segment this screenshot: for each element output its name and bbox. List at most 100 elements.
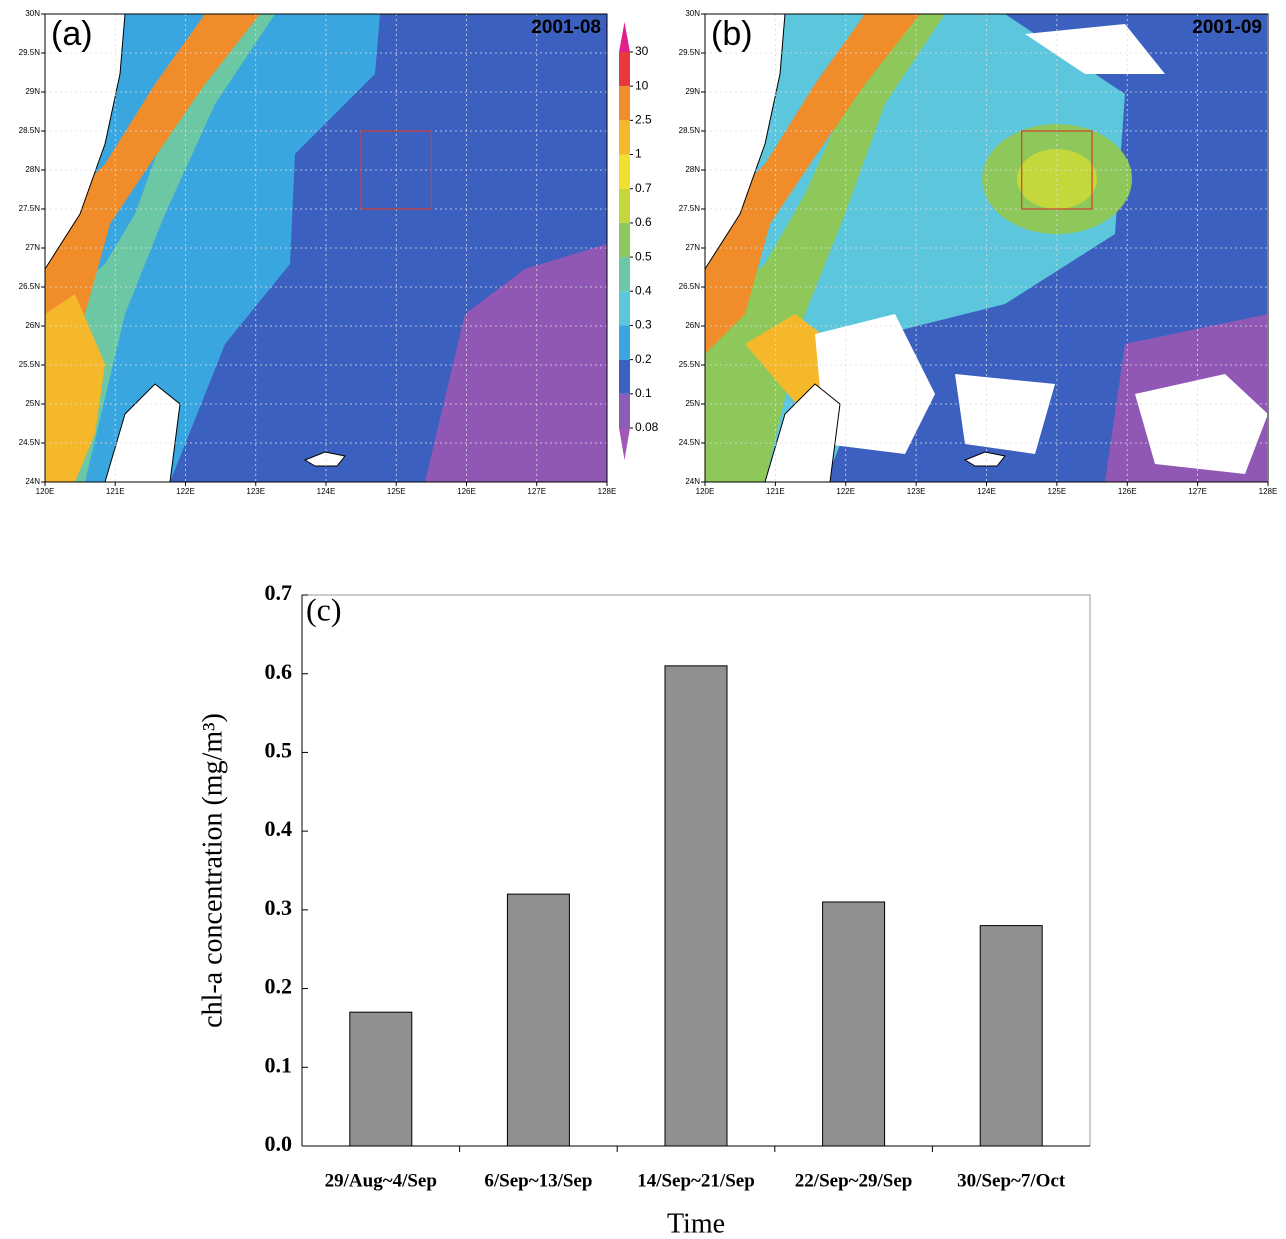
x-tick-label: 127E xyxy=(1188,487,1207,496)
y-tick-label: 26N xyxy=(685,321,700,330)
y-tick-label: 0.4 xyxy=(265,816,293,841)
colorbar-label: 0.6 xyxy=(635,215,652,229)
y-tick-label: 27.5N xyxy=(19,204,41,213)
y-tick-label: 24N xyxy=(25,477,40,486)
colorbar-label: 2.5 xyxy=(635,113,652,127)
y-tick-label: 25.5N xyxy=(679,360,701,369)
bar xyxy=(822,901,886,1147)
x-tick-label: 125E xyxy=(1048,487,1067,496)
y-tick-label: 0.5 xyxy=(265,737,293,762)
x-tick-label: 128E xyxy=(1259,487,1278,496)
colorbar-segment xyxy=(619,359,630,394)
map-decor xyxy=(45,294,105,482)
y-tick-label: 26.5N xyxy=(19,282,41,291)
y-tick-label: 27.5N xyxy=(679,204,701,213)
colorbar-label: 0.4 xyxy=(635,283,652,297)
x-tick-label: 123E xyxy=(907,487,926,496)
x-axis-label: Time xyxy=(667,1208,725,1239)
x-tick-label: 22/Sep~29/Sep xyxy=(795,1170,913,1191)
y-tick-label: 30N xyxy=(25,9,40,18)
colorbar-segment xyxy=(619,52,630,87)
bar xyxy=(349,1011,413,1147)
x-tick-label: 120E xyxy=(696,487,715,496)
panel-label: (c) xyxy=(306,591,342,627)
map-decor xyxy=(45,14,126,270)
map-decor xyxy=(815,314,935,454)
x-tick-label: 120E xyxy=(36,487,55,496)
colorbar-label: 10 xyxy=(635,78,649,92)
colorbar-label: 0.7 xyxy=(635,181,652,195)
x-tick-label: 122E xyxy=(176,487,195,496)
colorbar-segment xyxy=(619,291,630,326)
date-label: 2001-09 xyxy=(1192,17,1262,38)
y-tick-label: 0.1 xyxy=(265,1052,293,1077)
x-tick-label: 125E xyxy=(387,487,406,496)
colorbar-segment xyxy=(619,154,630,189)
colorbar-segment xyxy=(619,222,630,258)
bar xyxy=(506,893,570,1147)
y-tick-label: 0.6 xyxy=(265,659,293,684)
colorbar-segment xyxy=(619,120,630,155)
y-tick-label: 29N xyxy=(25,87,40,96)
map-frame xyxy=(704,13,1269,483)
y-tick-label: 30N xyxy=(685,9,700,18)
colorbar-label: 0.3 xyxy=(635,318,652,332)
map-decor xyxy=(705,14,786,270)
y-tick-label: 24.5N xyxy=(19,438,41,447)
panel-label: (b) xyxy=(711,15,753,53)
y-tick-label: 24N xyxy=(685,477,700,486)
colorbar-segment xyxy=(619,393,630,428)
map-decor xyxy=(1025,24,1165,74)
x-tick-label: 30/Sep~7/Oct xyxy=(957,1170,1066,1191)
x-tick-label: 126E xyxy=(457,487,476,496)
x-tick-label: 6/Sep~13/Sep xyxy=(484,1170,592,1191)
panel-label: (a) xyxy=(51,15,93,53)
y-tick-label: 29.5N xyxy=(19,48,41,57)
y-tick-label: 28.5N xyxy=(19,126,41,135)
x-tick-label: 122E xyxy=(836,487,855,496)
study-box xyxy=(360,130,432,210)
y-tick-label: 24.5N xyxy=(679,438,701,447)
y-tick-label: 28N xyxy=(25,165,40,174)
colorbar-over xyxy=(619,22,630,52)
y-tick-label: 29N xyxy=(685,87,700,96)
colorbar-segment xyxy=(619,86,630,121)
x-tick-label: 121E xyxy=(766,487,785,496)
y-tick-label: 0.2 xyxy=(265,974,293,999)
colorbar-under xyxy=(619,428,630,460)
colorbar-label: 0.08 xyxy=(635,420,659,434)
y-tick-label: 29.5N xyxy=(679,48,701,57)
x-tick-label: 124E xyxy=(317,487,336,496)
x-tick-label: 123E xyxy=(246,487,265,496)
colorbar-segment xyxy=(619,188,630,223)
colorbar-segment xyxy=(619,257,630,292)
map-decor xyxy=(764,383,841,482)
colorbar-label: 1 xyxy=(635,147,642,161)
map-decor xyxy=(1135,374,1267,474)
x-tick-label: 29/Aug~4/Sep xyxy=(325,1170,437,1191)
map-decor xyxy=(104,383,181,482)
x-tick-label: 127E xyxy=(527,487,546,496)
colorbar-label: 0.1 xyxy=(635,386,652,400)
y-tick-label: 26N xyxy=(25,321,40,330)
y-tick-label: 25.5N xyxy=(19,360,41,369)
y-tick-label: 26.5N xyxy=(679,282,701,291)
colorbar-segment xyxy=(619,325,630,360)
bar xyxy=(979,925,1043,1147)
y-axis-label: chl-a concentration (mg/m³) xyxy=(197,713,228,1028)
colorbar-label: 30 xyxy=(635,44,649,58)
y-tick-label: 28.5N xyxy=(679,126,701,135)
colorbar-label: 0.5 xyxy=(635,249,652,263)
x-tick-label: 126E xyxy=(1118,487,1137,496)
y-tick-label: 27N xyxy=(25,243,40,252)
y-tick-label: 27N xyxy=(685,243,700,252)
map-decor xyxy=(303,451,346,467)
y-tick-label: 25N xyxy=(25,399,40,408)
study-box xyxy=(1021,130,1093,210)
colorbar-label: 0.2 xyxy=(635,352,652,366)
y-tick-label: 0.3 xyxy=(265,895,293,920)
y-tick-label: 0.0 xyxy=(265,1131,293,1156)
y-tick-label: 28N xyxy=(685,165,700,174)
